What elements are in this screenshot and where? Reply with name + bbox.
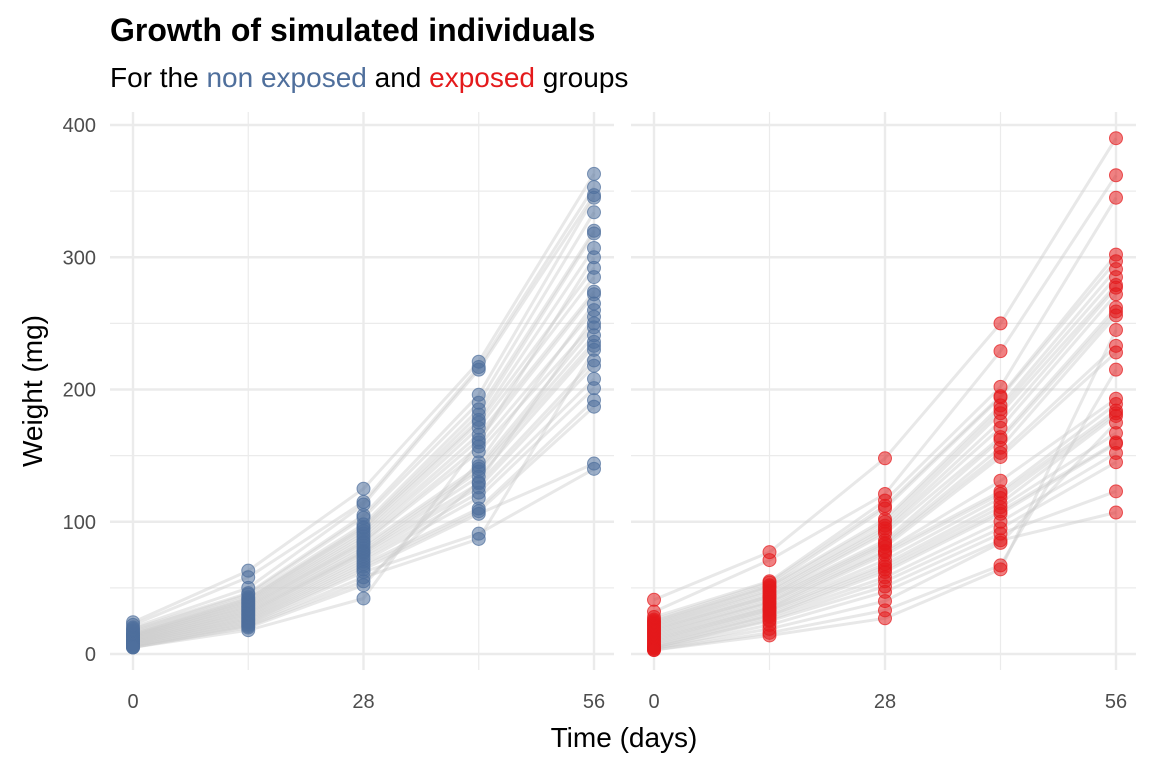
data-point (1109, 415, 1123, 430)
data-point (993, 535, 1008, 550)
data-point (878, 611, 892, 626)
y-tick-label: 300 (63, 247, 96, 269)
data-point (126, 640, 140, 655)
x-axis-title: Time (days) (551, 722, 698, 753)
data-point (993, 316, 1008, 331)
data-point (1109, 455, 1123, 470)
y-axis: 0 100 200 300 400 (63, 115, 96, 666)
y-tick-label: 200 (63, 380, 96, 402)
data-point (1109, 287, 1123, 302)
subtitle-non-exposed: non exposed (206, 62, 367, 93)
data-point (356, 578, 371, 593)
x-tick-label: 0 (648, 691, 659, 713)
subtitle-suffix: groups (535, 62, 629, 93)
data-point (587, 461, 601, 476)
data-point (587, 381, 601, 396)
x-tick-label: 28 (352, 691, 374, 713)
y-tick-label: 0 (85, 644, 96, 666)
x-tick-label: 56 (583, 691, 605, 713)
data-point (993, 562, 1008, 577)
data-point (587, 190, 601, 205)
data-point (471, 435, 486, 450)
data-point (762, 553, 777, 568)
data-point (647, 643, 661, 658)
data-point (587, 309, 601, 324)
data-point (356, 481, 371, 496)
data-point (471, 455, 486, 470)
subtitle-exposed: exposed (429, 62, 535, 93)
data-point (471, 362, 486, 377)
data-point (1109, 484, 1123, 499)
y-tick-label: 400 (63, 115, 96, 137)
data-point (1109, 345, 1123, 360)
subtitle-prefix: For the (110, 62, 207, 93)
data-point (587, 166, 601, 181)
data-point (1109, 322, 1123, 337)
y-tick-label: 100 (63, 512, 96, 534)
data-point (587, 296, 601, 311)
data-point (878, 451, 892, 466)
panel-non-exposed: 0 28 56 (110, 112, 614, 713)
data-point (1109, 168, 1123, 183)
data-point (1109, 505, 1123, 520)
data-point (993, 449, 1008, 464)
x-tick-label: 56 (1105, 691, 1127, 713)
panel-exposed: 0 28 56 (631, 112, 1136, 713)
data-point (471, 506, 486, 521)
data-point (1109, 190, 1123, 205)
data-point (647, 592, 661, 607)
data-point (587, 226, 601, 241)
data-point (587, 205, 601, 220)
data-point (1109, 131, 1123, 146)
data-point (471, 475, 486, 490)
chart-subtitle: For the non exposed and exposed groups (110, 62, 628, 94)
x-tick-label: 0 (127, 691, 138, 713)
data-point (587, 342, 601, 357)
data-point (241, 623, 256, 638)
x-tick-label: 28 (874, 691, 896, 713)
y-axis-title: Weight (mg) (17, 315, 48, 467)
data-point (762, 628, 777, 643)
data-point (993, 344, 1008, 359)
data-point (471, 531, 486, 546)
data-point (587, 270, 601, 285)
data-point (1109, 308, 1123, 323)
data-point (587, 250, 601, 265)
data-point (356, 591, 371, 606)
chart-title: Growth of simulated individuals (110, 12, 596, 48)
subtitle-mid: and (366, 62, 430, 93)
data-point (1109, 362, 1123, 377)
data-point (587, 399, 601, 414)
data-point (587, 358, 601, 373)
